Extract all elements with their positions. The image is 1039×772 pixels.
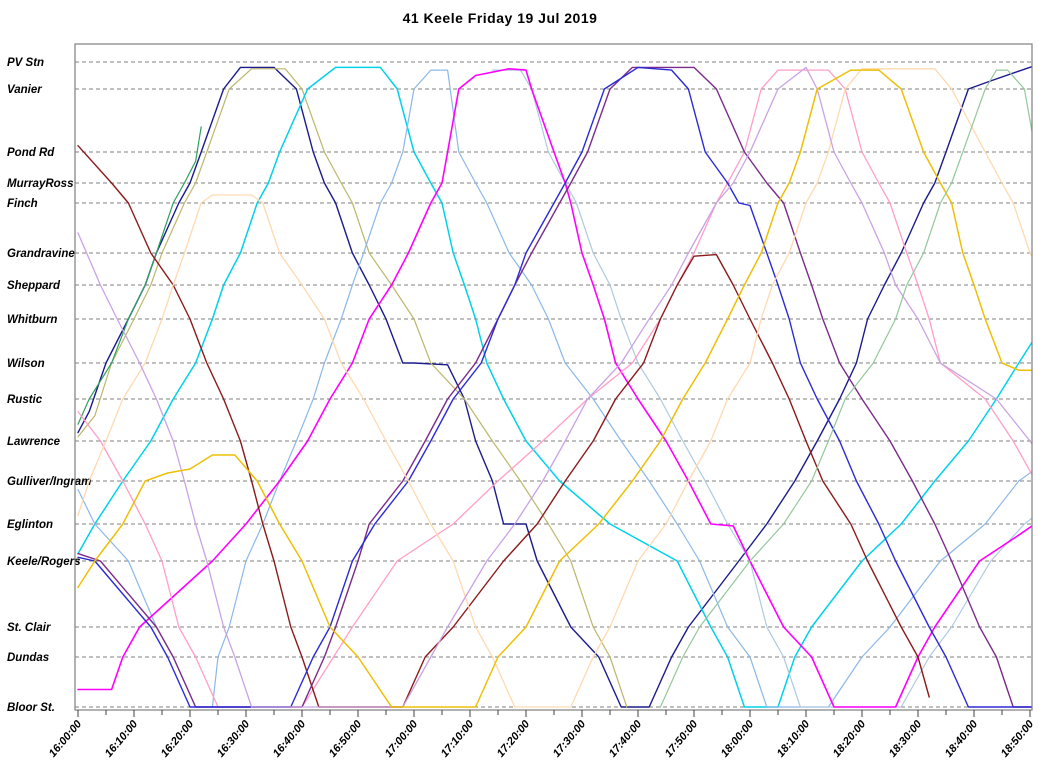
series-line-plum-run <box>77 66 1032 708</box>
x-tick-label: 16:10:00 <box>103 718 141 760</box>
x-tick-label: 16:20:00 <box>159 718 197 760</box>
x-axis-ticks <box>77 710 1031 717</box>
x-tick-label: 18:30:00 <box>887 718 925 760</box>
station-gridlines <box>75 61 1032 708</box>
x-tick-label: 18:20:00 <box>831 718 869 760</box>
station-label: Finch <box>7 198 38 210</box>
series-line-darkred-run <box>77 145 930 708</box>
series-line-blue-run <box>77 66 1032 708</box>
x-tick-label: 16:00:00 <box>47 718 85 760</box>
x-tick-label: 18:00:00 <box>719 718 757 760</box>
series-line-lightsteelblue-run <box>491 69 1032 708</box>
station-label: Eglinton <box>7 519 53 531</box>
station-label: Wilson <box>7 358 45 370</box>
station-label: MurrayRoss <box>7 178 73 190</box>
vehicle-runs <box>77 65 1032 708</box>
x-tick-label: 18:40:00 <box>943 718 981 760</box>
series-line-gold-run <box>77 69 1032 708</box>
plot-border <box>74 43 1033 711</box>
series-line-navy-run <box>77 65 1032 708</box>
station-label: Bloor St. <box>7 702 55 714</box>
series-line-purple-run <box>77 66 1032 708</box>
x-tick-label: 16:30:00 <box>215 718 253 760</box>
x-tick-label: 17:20:00 <box>495 718 533 760</box>
x-tick-label: 16:50:00 <box>327 718 365 760</box>
x-tick-label: 17:10:00 <box>439 718 477 760</box>
series-line-magenta-run <box>77 68 1032 708</box>
station-label: Rustic <box>7 394 43 406</box>
station-label: Pond Rd <box>7 147 55 159</box>
station-label: Dundas <box>7 652 49 664</box>
station-label: Lawrence <box>7 436 61 448</box>
series-line-pink-run <box>77 69 1032 708</box>
x-tick-label: 17:50:00 <box>663 718 701 760</box>
chart-title: 41 Keele Friday 19 Jul 2019 <box>402 10 598 26</box>
series-line-khaki-run <box>77 68 628 708</box>
x-tick-label: 17:00:00 <box>383 718 421 760</box>
station-label: Gulliver/Ingram <box>7 476 91 488</box>
series-line-peach-run <box>77 68 1032 708</box>
x-tick-label: 17:40:00 <box>607 718 645 760</box>
series-line-darkseagreen-run <box>659 69 1032 708</box>
series-line-cyan-run <box>77 66 1032 708</box>
x-tick-label: 16:40:00 <box>271 718 309 760</box>
x-tick-label: 18:50:00 <box>999 718 1037 760</box>
station-label: Vanier <box>7 84 42 96</box>
series-line-lightskyblue-run <box>77 69 1032 708</box>
station-label: St. Clair <box>7 622 51 634</box>
x-tick-label: 17:30:00 <box>551 718 589 760</box>
station-label: Sheppard <box>7 280 61 292</box>
series-line-seagreen-run <box>77 126 202 425</box>
station-label: Whitburn <box>7 314 57 326</box>
station-label: PV Stn <box>7 57 44 69</box>
station-label: Grandravine <box>7 248 75 260</box>
station-labels: PV Stn Vanier Pond Rd MurrayRoss Finch Grandr… <box>7 57 91 714</box>
station-label: Keele/Rogers <box>7 556 81 568</box>
x-tick-label: 18:10:00 <box>775 718 813 760</box>
x-axis-labels: 16:00:00 16:10:00 16:20:00 16:30:00 16:40:00… <box>47 718 1037 760</box>
